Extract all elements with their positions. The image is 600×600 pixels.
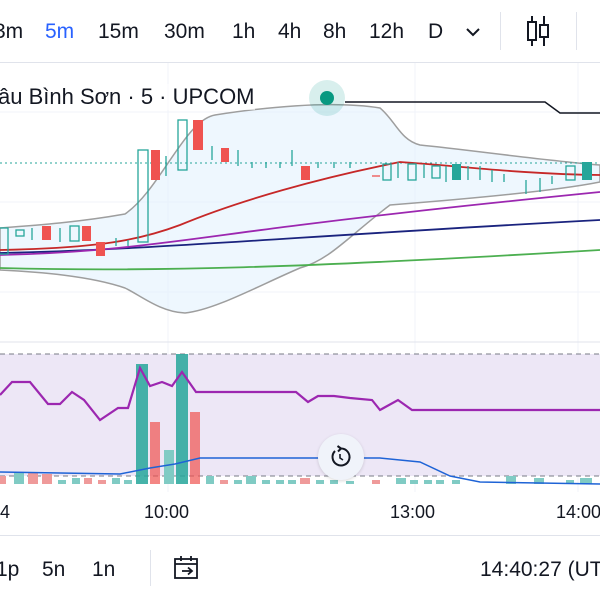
range-1n[interactable]: 1n	[92, 558, 116, 581]
candles	[0, 119, 592, 256]
time-label: 13:00	[390, 502, 436, 522]
interval-d[interactable]: D	[428, 20, 444, 43]
reset-icon	[331, 445, 351, 467]
toolbar-separator	[500, 12, 501, 50]
range-5n[interactable]: 5n	[42, 558, 66, 581]
symbol-legend-title[interactable]: âu Bình Sơn · 5 · UPCOM	[0, 84, 255, 110]
interval-toolbar: 3m 5m 15m 30m 1h 4h 8h 12h D	[0, 0, 600, 62]
interval-5m[interactable]: 5m	[45, 20, 75, 43]
sma-long-line	[0, 249, 600, 271]
clock-time: 14:40:27 (UT	[480, 558, 600, 581]
interval-30m[interactable]: 30m	[164, 20, 205, 43]
rsi-band	[0, 354, 600, 476]
bottom-separator	[150, 550, 151, 586]
volume-bars	[0, 354, 592, 484]
reset-chart-button[interactable]	[318, 434, 364, 480]
interval-15m[interactable]: 15m	[98, 20, 139, 43]
time-label: 14:00	[556, 502, 600, 522]
bottom-bar-border	[0, 535, 600, 536]
interval-12h[interactable]: 12h	[369, 20, 405, 43]
chart-canvas[interactable]	[0, 63, 600, 535]
time-label: 10:00	[144, 502, 190, 522]
bottom-toolbar: 1p 5n 1n 14:40:27 (UT	[0, 536, 600, 600]
chevron-down-icon[interactable]	[463, 22, 483, 42]
candles-icon[interactable]	[523, 14, 553, 48]
range-1p[interactable]: 1p	[0, 558, 20, 581]
price-scale-line	[345, 101, 600, 114]
toolbar-border	[0, 62, 600, 63]
interval-8h[interactable]: 8h	[323, 20, 347, 43]
bollinger-band	[0, 103, 600, 314]
sma-slow-line	[0, 219, 600, 254]
interval-1h[interactable]: 1h	[232, 20, 256, 43]
toolbar-separator	[576, 12, 577, 50]
sma-fast-line	[0, 161, 600, 251]
volume-ma-line	[0, 457, 600, 485]
rsi-line	[0, 365, 600, 422]
live-dot-icon	[320, 91, 334, 105]
time-label: 4	[0, 502, 11, 522]
interval-3m[interactable]: 3m	[0, 20, 24, 43]
status-indicator	[309, 80, 345, 116]
calendar-goto-icon[interactable]	[172, 554, 202, 582]
interval-4h[interactable]: 4h	[278, 20, 302, 43]
